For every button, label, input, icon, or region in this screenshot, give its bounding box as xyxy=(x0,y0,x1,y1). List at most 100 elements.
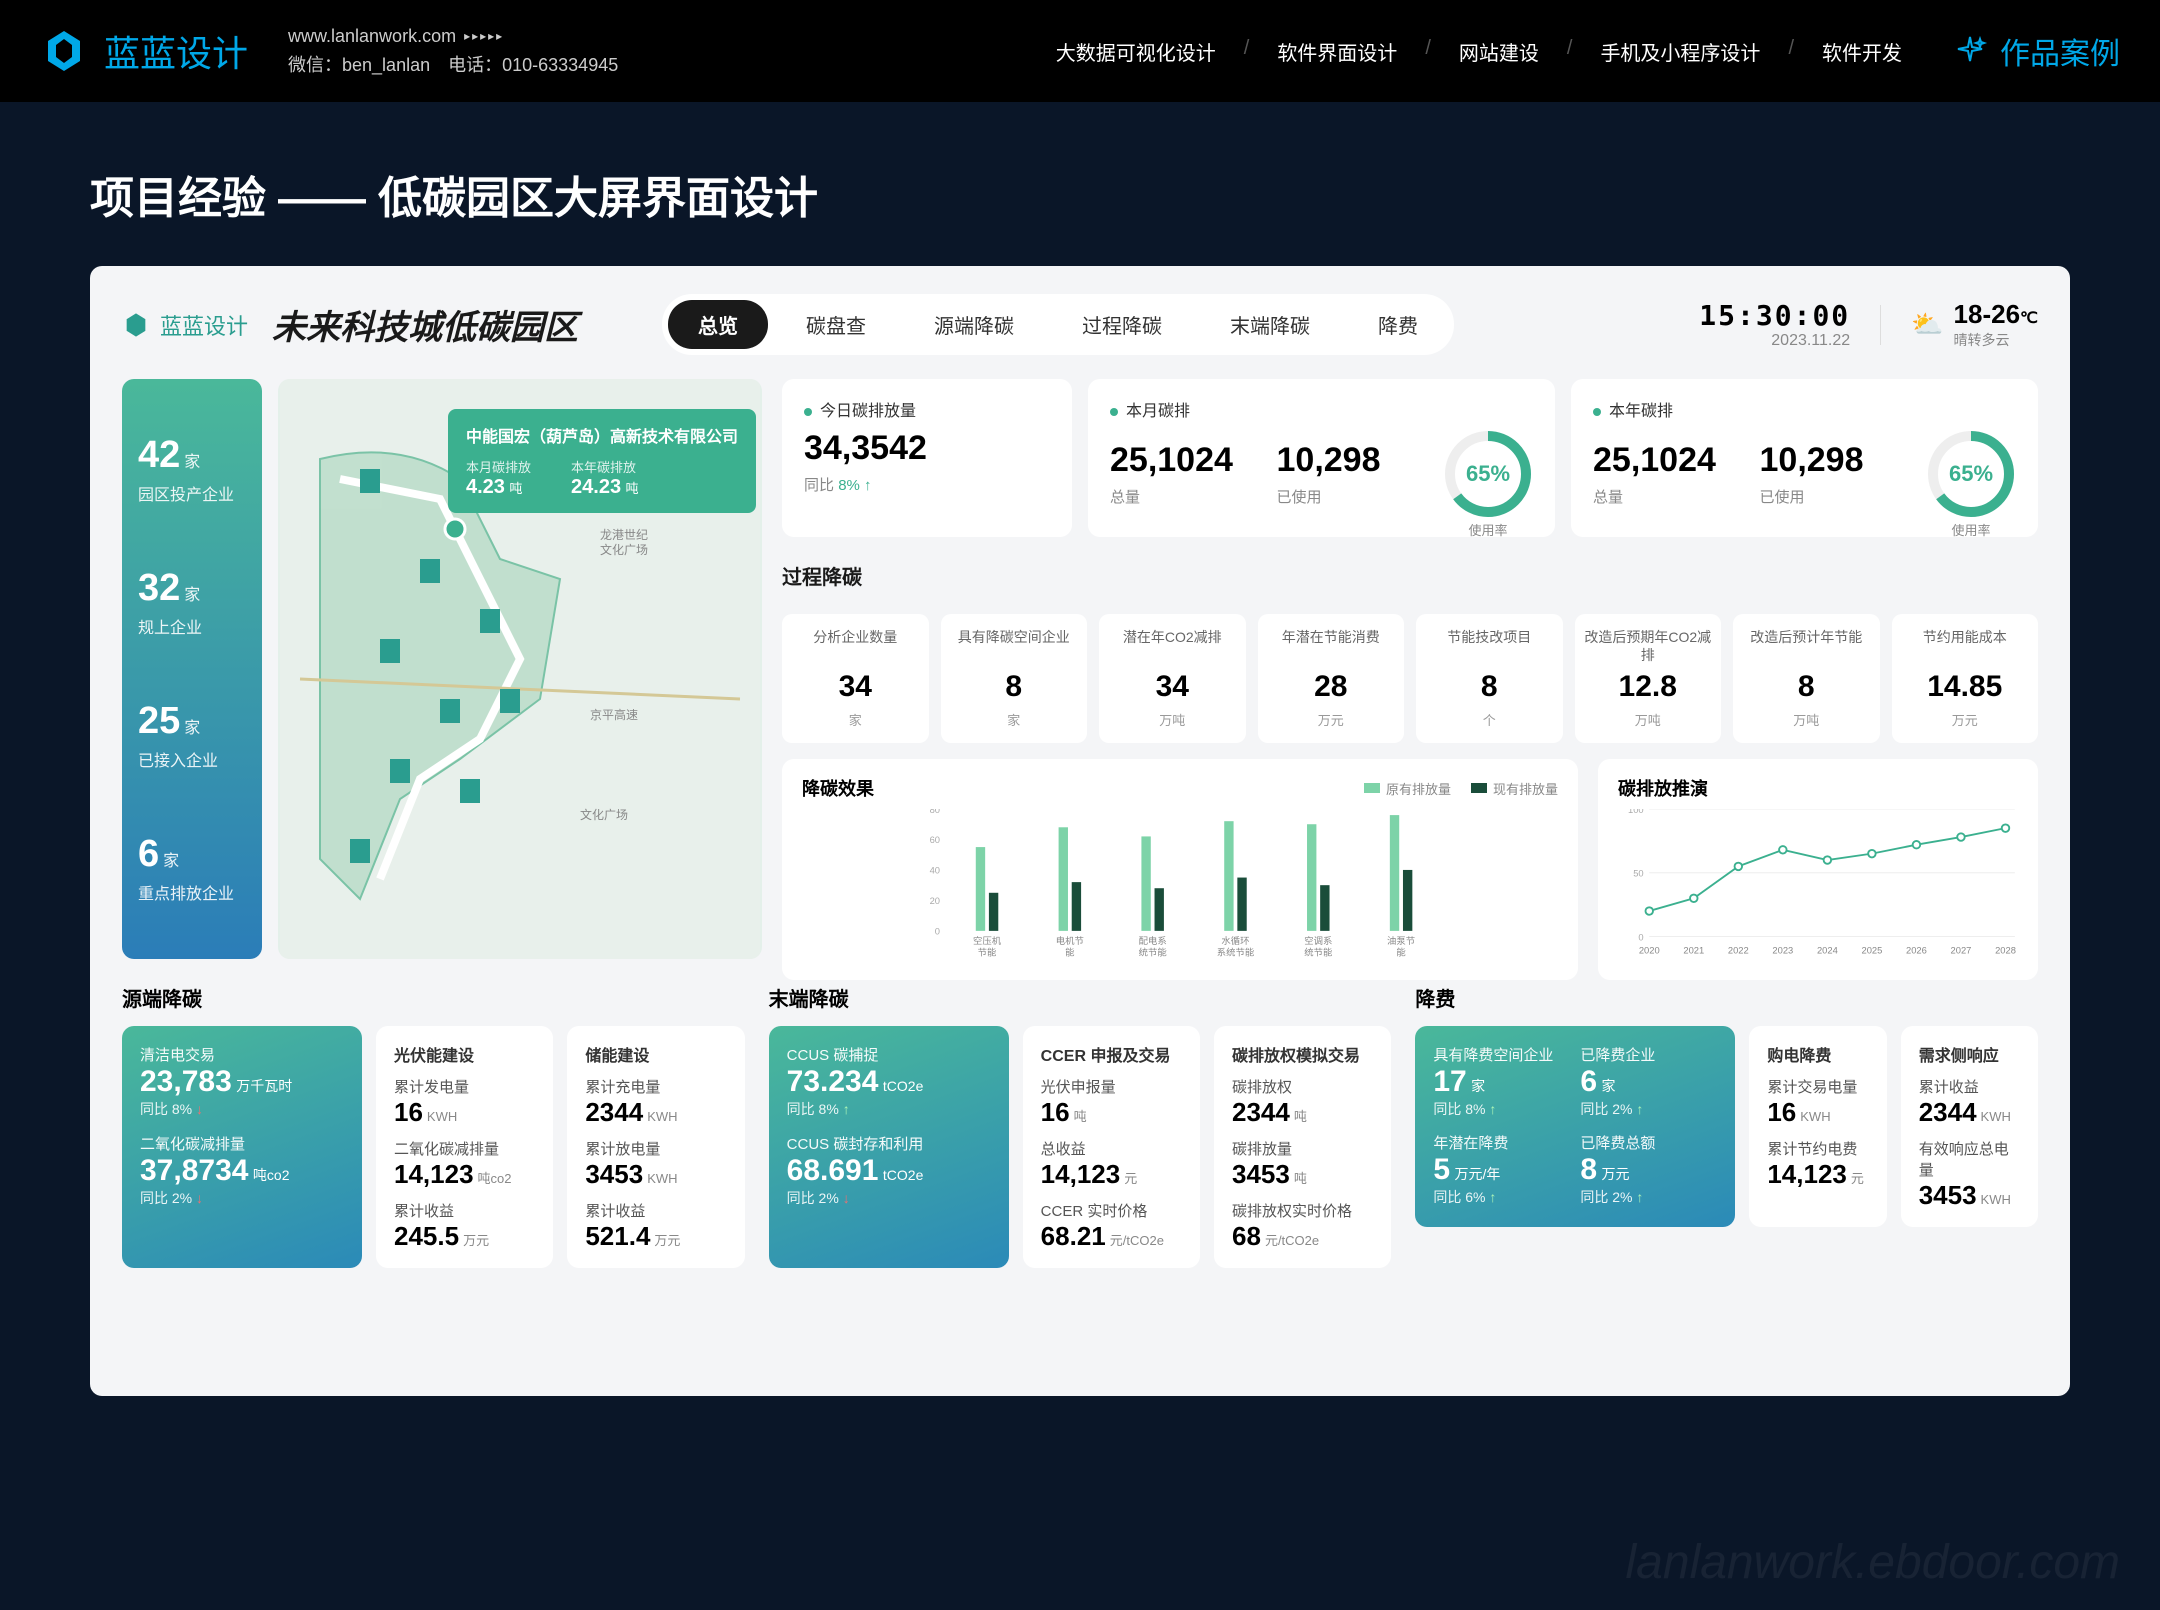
svg-text:系统节能: 系统节能 xyxy=(1217,947,1254,958)
brand-logo[interactable]: 蓝蓝设计 xyxy=(40,25,248,77)
svg-text:50: 50 xyxy=(1633,869,1643,879)
main-nav: 大数据可视化设计/ 软件界面设计/ 网站建设/ 手机及小程序设计/ 软件开发 xyxy=(1056,37,1902,66)
kpi-today: 今日碳排放量 34,3542 同比 8% ↑ xyxy=(782,379,1072,537)
tab-end[interactable]: 末端降碳 xyxy=(1200,300,1340,349)
process-card: 改造后预期年CO2减排12.8万吨 xyxy=(1575,614,1722,743)
kpi-month: 本月碳排 25,1024总量 10,298已使用 65%使用率 xyxy=(1088,379,1555,537)
svg-text:80: 80 xyxy=(930,809,940,815)
process-card: 改造后预计年节能8万吨 xyxy=(1733,614,1880,743)
nav-item[interactable]: 软件界面设计 xyxy=(1277,37,1397,66)
top-navbar: 蓝蓝设计 www.lanlanwork.com▸▸▸▸▸ 微信：ben_lanl… xyxy=(0,0,2160,102)
case-link[interactable]: 作品案例 xyxy=(1952,29,2120,73)
svg-text:40: 40 xyxy=(930,866,940,876)
line-chart-svg: 0501002020202120222023202420252026202720… xyxy=(1618,809,2018,959)
svg-text:空调系: 空调系 xyxy=(1304,935,1332,946)
sparkle-icon xyxy=(1952,33,1988,69)
line-chart-card: 碳排放推演 0501002020202120222023202420252026… xyxy=(1598,759,2038,980)
svg-text:60: 60 xyxy=(930,836,940,846)
nav-item[interactable]: 手机及小程序设计 xyxy=(1600,37,1760,66)
case-label: 作品案例 xyxy=(2000,29,2120,73)
time-weather: 15:30:00 2023.11.22 ⛅ 18-26℃ 晴转多云 xyxy=(1699,299,2038,350)
logo-icon xyxy=(40,27,88,75)
process-card: 分析企业数量34家 xyxy=(782,614,929,743)
logo-icon xyxy=(122,311,150,339)
gauge-month: 65%使用率 xyxy=(1443,429,1533,519)
white-card: CCER 申报及交易光伏申报量16吨总收益14,123元CCER 实时价格68.… xyxy=(1023,1026,1200,1268)
green-card: CCUS 碳捕捉73.234 tCO2e同比 8% ↑CCUS 碳封存和利用68… xyxy=(769,1026,1009,1268)
svg-text:油泵节: 油泵节 xyxy=(1387,935,1415,946)
tab-source[interactable]: 源端降碳 xyxy=(904,300,1044,349)
svg-text:文化广场: 文化广场 xyxy=(580,807,628,822)
process-title: 过程降碳 xyxy=(782,561,2038,590)
svg-text:节能: 节能 xyxy=(978,947,997,958)
wechat-label: 微信：ben_lanlan xyxy=(288,55,430,75)
svg-text:2027: 2027 xyxy=(1951,946,1972,956)
stat-sidebar: 42家园区投产企业 32家规上企业 25家已接入企业 6家重点排放企业 xyxy=(122,379,262,959)
gauge-year: 65%使用率 xyxy=(1926,429,2016,519)
tab-carbon-check[interactable]: 碳盘查 xyxy=(776,300,896,349)
stat-item: 42家园区投产企业 xyxy=(138,434,246,505)
white-card: 需求侧响应累计收益2344KWH有效响应总电量3453KWH xyxy=(1901,1026,2038,1227)
bar-chart-svg: 020406080空压机节能电机节能配电系统节能水循环系统节能空调系统节能油泵节… xyxy=(802,809,1558,959)
kpi-year: 本年碳排 25,1024总量 10,298已使用 65%使用率 xyxy=(1571,379,2038,537)
clock-time: 15:30:00 xyxy=(1699,299,1850,332)
dashboard-logo: 蓝蓝设计 xyxy=(122,309,248,341)
dashboard-title: 未来科技城低碳园区 xyxy=(272,300,578,349)
site-url[interactable]: www.lanlanwork.com xyxy=(288,22,456,51)
tab-bar: 总览 碳盘查 源端降碳 过程降碳 末端降碳 降费 xyxy=(662,294,1454,355)
weather-desc: 晴转多云 xyxy=(1954,330,2038,350)
process-card: 年潜在节能消费28万元 xyxy=(1258,614,1405,743)
stat-item: 25家已接入企业 xyxy=(138,700,246,771)
svg-text:空压机: 空压机 xyxy=(973,935,1002,946)
dashboard-container: 蓝蓝设计 未来科技城低碳园区 总览 碳盘查 源端降碳 过程降碳 末端降碳 降费 … xyxy=(90,266,2070,1396)
svg-text:京平高速: 京平高速 xyxy=(590,707,638,722)
svg-text:0: 0 xyxy=(935,927,940,937)
process-row: 分析企业数量34家具有降碳空间企业8家潜在年CO2减排34万吨年潜在节能消费28… xyxy=(782,614,2038,743)
bottom-col-end: 末端降碳CCUS 碳捕捉73.234 tCO2e同比 8% ↑CCUS 碳封存和… xyxy=(769,983,1392,1268)
svg-text:2020: 2020 xyxy=(1639,946,1660,956)
map-panel[interactable]: 龙港世纪 文化广场 京平高速 文化广场 中能国宏（葫芦岛）高新技术有限公司 本月… xyxy=(278,379,762,959)
svg-text:统节能: 统节能 xyxy=(1304,947,1332,958)
svg-text:0: 0 xyxy=(1638,933,1643,943)
white-card: 光伏能建设累计发电量16KWH二氧化碳减排量14,123吨co2累计收益245.… xyxy=(376,1026,553,1268)
svg-text:100: 100 xyxy=(1628,809,1644,815)
stat-item: 32家规上企业 xyxy=(138,567,246,638)
tab-fee[interactable]: 降费 xyxy=(1348,300,1448,349)
process-card: 潜在年CO2减排34万吨 xyxy=(1099,614,1246,743)
green-card: 清洁电交易23,783 万千瓦时同比 8% ↓二氧化碳减排量37,8734 吨c… xyxy=(122,1026,362,1268)
process-card: 具有降碳空间企业8家 xyxy=(941,614,1088,743)
svg-text:2021: 2021 xyxy=(1683,946,1704,956)
page-title: 项目经验——低碳园区大屏界面设计 xyxy=(0,102,2160,266)
nav-item[interactable]: 软件开发 xyxy=(1822,37,1902,66)
white-card: 储能建设累计充电量2344KWH累计放电量3453KWH累计收益521.4万元 xyxy=(567,1026,744,1268)
svg-text:文化广场: 文化广场 xyxy=(600,542,648,557)
clock-date: 2023.11.22 xyxy=(1699,332,1850,350)
weather-icon: ⛅ xyxy=(1911,309,1943,340)
white-card: 购电降费累计交易电量16KWH累计节约电费14,123元 xyxy=(1749,1026,1886,1227)
nav-item[interactable]: 网站建设 xyxy=(1459,37,1539,66)
watermark: lanlanwork.ebdoor.com xyxy=(1626,1535,2120,1590)
phone-label: 电话：010-63334945 xyxy=(448,55,618,75)
svg-text:龙港世纪: 龙港世纪 xyxy=(600,528,648,542)
white-card: 碳排放权模拟交易碳排放权2344吨碳排放量3453吨碳排放权实时价格68元/tC… xyxy=(1214,1026,1391,1268)
svg-text:2023: 2023 xyxy=(1772,946,1793,956)
green-card: 具有降费空间企业17 家同比 8% ↑已降费企业6 家同比 2% ↑年潜在降费5… xyxy=(1415,1026,1735,1227)
nav-item[interactable]: 大数据可视化设计 xyxy=(1056,37,1216,66)
brand-name: 蓝蓝设计 xyxy=(104,25,248,77)
svg-text:能: 能 xyxy=(1065,947,1074,958)
svg-text:能: 能 xyxy=(1396,947,1405,958)
svg-text:20: 20 xyxy=(930,897,940,907)
bar-chart-card: 降碳效果 原有排放量现有排放量 020406080空压机节能电机节能配电系统节能… xyxy=(782,759,1578,980)
svg-text:统节能: 统节能 xyxy=(1139,947,1167,958)
bottom-col-fee: 降费具有降费空间企业17 家同比 8% ↑已降费企业6 家同比 2% ↑年潜在降… xyxy=(1415,983,2038,1268)
process-card: 节约用能成本14.85万元 xyxy=(1892,614,2039,743)
stat-item: 6家重点排放企业 xyxy=(138,833,246,904)
tab-overview[interactable]: 总览 xyxy=(668,300,768,349)
bottom-col-source: 源端降碳清洁电交易23,783 万千瓦时同比 8% ↓二氧化碳减排量37,873… xyxy=(122,983,745,1268)
svg-text:2025: 2025 xyxy=(1861,946,1882,956)
temp-range: 18-26 xyxy=(1954,299,2021,329)
tab-process[interactable]: 过程降碳 xyxy=(1052,300,1192,349)
dashboard-header: 蓝蓝设计 未来科技城低碳园区 总览 碳盘查 源端降碳 过程降碳 末端降碳 降费 … xyxy=(122,294,2038,355)
svg-text:2026: 2026 xyxy=(1906,946,1927,956)
svg-text:2028: 2028 xyxy=(1995,946,2016,956)
